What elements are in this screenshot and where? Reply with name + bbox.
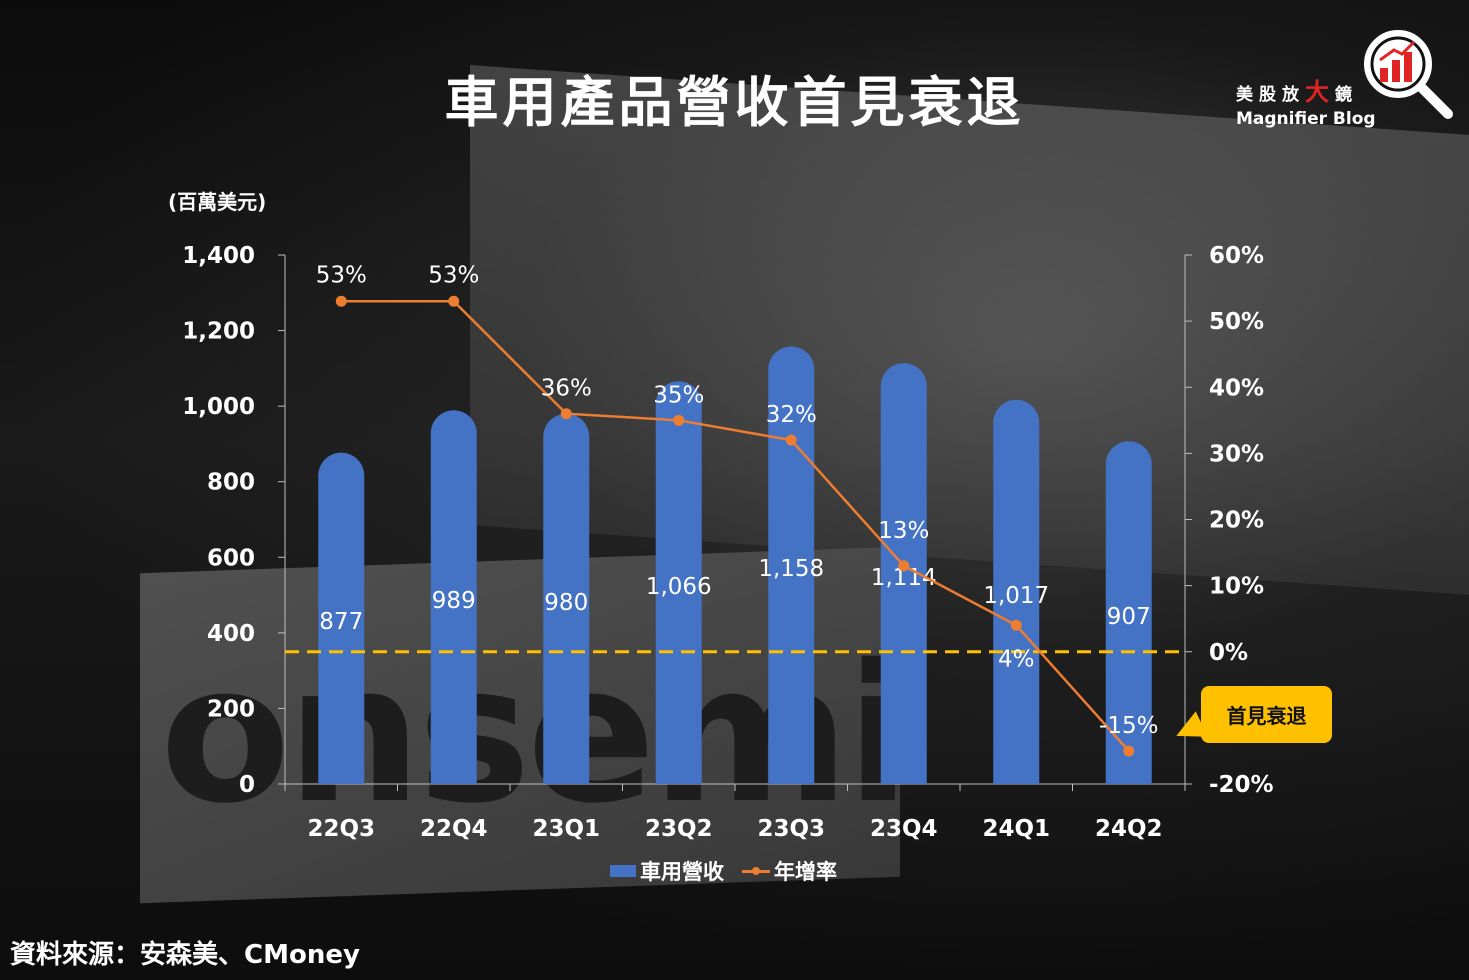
x-tick-label: 24Q2: [1095, 816, 1163, 842]
growth-point: [1123, 745, 1135, 757]
y-left-tick-label: 0: [239, 772, 255, 798]
callout-first-decline: 首見衰退: [1201, 686, 1332, 743]
x-tick-label: 22Q3: [307, 816, 375, 842]
y-left-tick-label: 400: [207, 621, 255, 647]
growth-point: [785, 434, 797, 446]
growth-data-label: 35%: [653, 382, 704, 408]
y-right-tick-label: 30%: [1209, 441, 1264, 467]
magnifier-icon: [1364, 30, 1453, 119]
bar-data-label: 1,066: [646, 574, 712, 600]
y-left-tick-label: 200: [207, 696, 255, 722]
legend: 車用營收 年增率: [610, 856, 837, 886]
y-left-tick-label: 1,000: [182, 394, 255, 420]
growth-data-label: 13%: [878, 518, 929, 544]
bar: [993, 399, 1040, 784]
growth-point: [898, 560, 910, 572]
bar-data-label: 1,158: [758, 556, 824, 582]
brand-logo: 美股放大鏡 Magnifier Blog: [1236, 72, 1376, 129]
bar-data-label: 877: [319, 609, 363, 635]
bar: [768, 346, 815, 784]
legend-line-swatch: [742, 866, 770, 875]
y-right-tick-label: 50%: [1209, 309, 1264, 335]
chart-title: 車用產品營收首見衰退: [444, 71, 1025, 134]
y-right-tick-label: 20%: [1209, 508, 1264, 534]
growth-point: [1010, 619, 1022, 631]
x-tick-label: 23Q2: [645, 816, 713, 842]
growth-line: [341, 300, 1130, 752]
bar: [543, 413, 590, 784]
bar-data-label: 1,017: [983, 583, 1049, 609]
growth-data-label: 4%: [998, 646, 1035, 672]
y-right-tick-label: -20%: [1209, 772, 1274, 798]
bar: [655, 381, 702, 784]
brand-name-cn: 美股放大鏡: [1236, 78, 1358, 106]
y-right-tick-label: 10%: [1209, 574, 1264, 600]
y-left-tick-label: 1,400: [182, 243, 255, 269]
bar: [430, 410, 477, 784]
legend-bar-swatch: [610, 865, 636, 877]
bar-data-label: 907: [1107, 604, 1151, 630]
y-right-tick-label: 0%: [1209, 640, 1248, 666]
x-tick-label: 24Q1: [982, 816, 1050, 842]
growth-point: [560, 408, 572, 420]
y-right-tick-label: 60%: [1209, 243, 1264, 269]
x-tick-label: 23Q1: [532, 816, 600, 842]
brand-name-en: Magnifier Blog: [1236, 109, 1376, 129]
x-tick-label: 23Q3: [757, 816, 825, 842]
y-left-tick-label: 800: [207, 470, 255, 496]
x-tick-label: 22Q4: [420, 816, 488, 842]
growth-point: [335, 295, 347, 307]
bar: [318, 452, 365, 784]
legend-label-growth: 年增率: [774, 860, 837, 884]
x-tick-label: 23Q4: [870, 816, 938, 842]
growth-data-label: 53%: [316, 262, 367, 288]
bar: [880, 363, 927, 784]
growth-data-label: -15%: [1099, 713, 1158, 739]
source-note: 資料來源：安森美、CMoney: [10, 940, 360, 970]
y-axis-unit-label: (百萬美元): [168, 190, 267, 214]
y-left-tick-label: 1,200: [182, 319, 255, 345]
growth-data-label: 32%: [766, 402, 817, 428]
y-left-tick-label: 600: [207, 545, 255, 571]
bar: [1105, 441, 1152, 784]
growth-point: [673, 414, 685, 426]
y-right-tick-label: 40%: [1209, 375, 1264, 401]
growth-point: [448, 295, 460, 307]
bar-data-label: 989: [432, 588, 476, 614]
bar-data-label: 980: [544, 590, 588, 616]
legend-label-revenue: 車用營收: [640, 860, 724, 884]
growth-data-label: 36%: [541, 376, 592, 402]
growth-data-label: 53%: [428, 262, 479, 288]
